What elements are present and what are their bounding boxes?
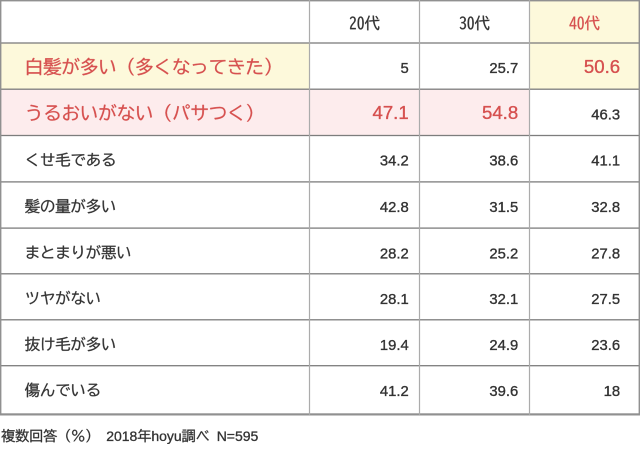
- svg-text:19.4: 19.4: [380, 338, 409, 354]
- svg-text:25.2: 25.2: [489, 246, 518, 262]
- svg-text:38.6: 38.6: [489, 154, 518, 170]
- svg-text:32.1: 32.1: [489, 292, 518, 308]
- svg-text:27.8: 27.8: [591, 246, 620, 262]
- svg-text:54.8: 54.8: [482, 102, 518, 123]
- svg-text:N=595: N=595: [217, 428, 259, 444]
- svg-text:24.9: 24.9: [489, 338, 518, 354]
- svg-text:32.8: 32.8: [591, 200, 620, 216]
- svg-text:39.6: 39.6: [489, 384, 518, 400]
- svg-text:23.6: 23.6: [591, 338, 620, 354]
- svg-text:28.1: 28.1: [380, 292, 409, 308]
- svg-text:hoyu: hoyu: [151, 428, 181, 444]
- svg-text:27.5: 27.5: [591, 292, 620, 308]
- svg-text:2018: 2018: [106, 428, 137, 444]
- svg-text:41.2: 41.2: [380, 384, 409, 400]
- svg-text:34.2: 34.2: [380, 154, 409, 170]
- svg-text:31.5: 31.5: [489, 200, 518, 216]
- svg-text:47.1: 47.1: [372, 102, 408, 123]
- svg-text:42.8: 42.8: [380, 200, 409, 216]
- svg-text:5: 5: [400, 61, 408, 77]
- svg-text:25.7: 25.7: [489, 61, 518, 77]
- svg-text:50.6: 50.6: [584, 56, 620, 77]
- svg-text:41.1: 41.1: [591, 154, 620, 170]
- svg-text:28.2: 28.2: [380, 246, 409, 262]
- svg-text:18: 18: [604, 384, 620, 400]
- svg-text:46.3: 46.3: [591, 107, 620, 123]
